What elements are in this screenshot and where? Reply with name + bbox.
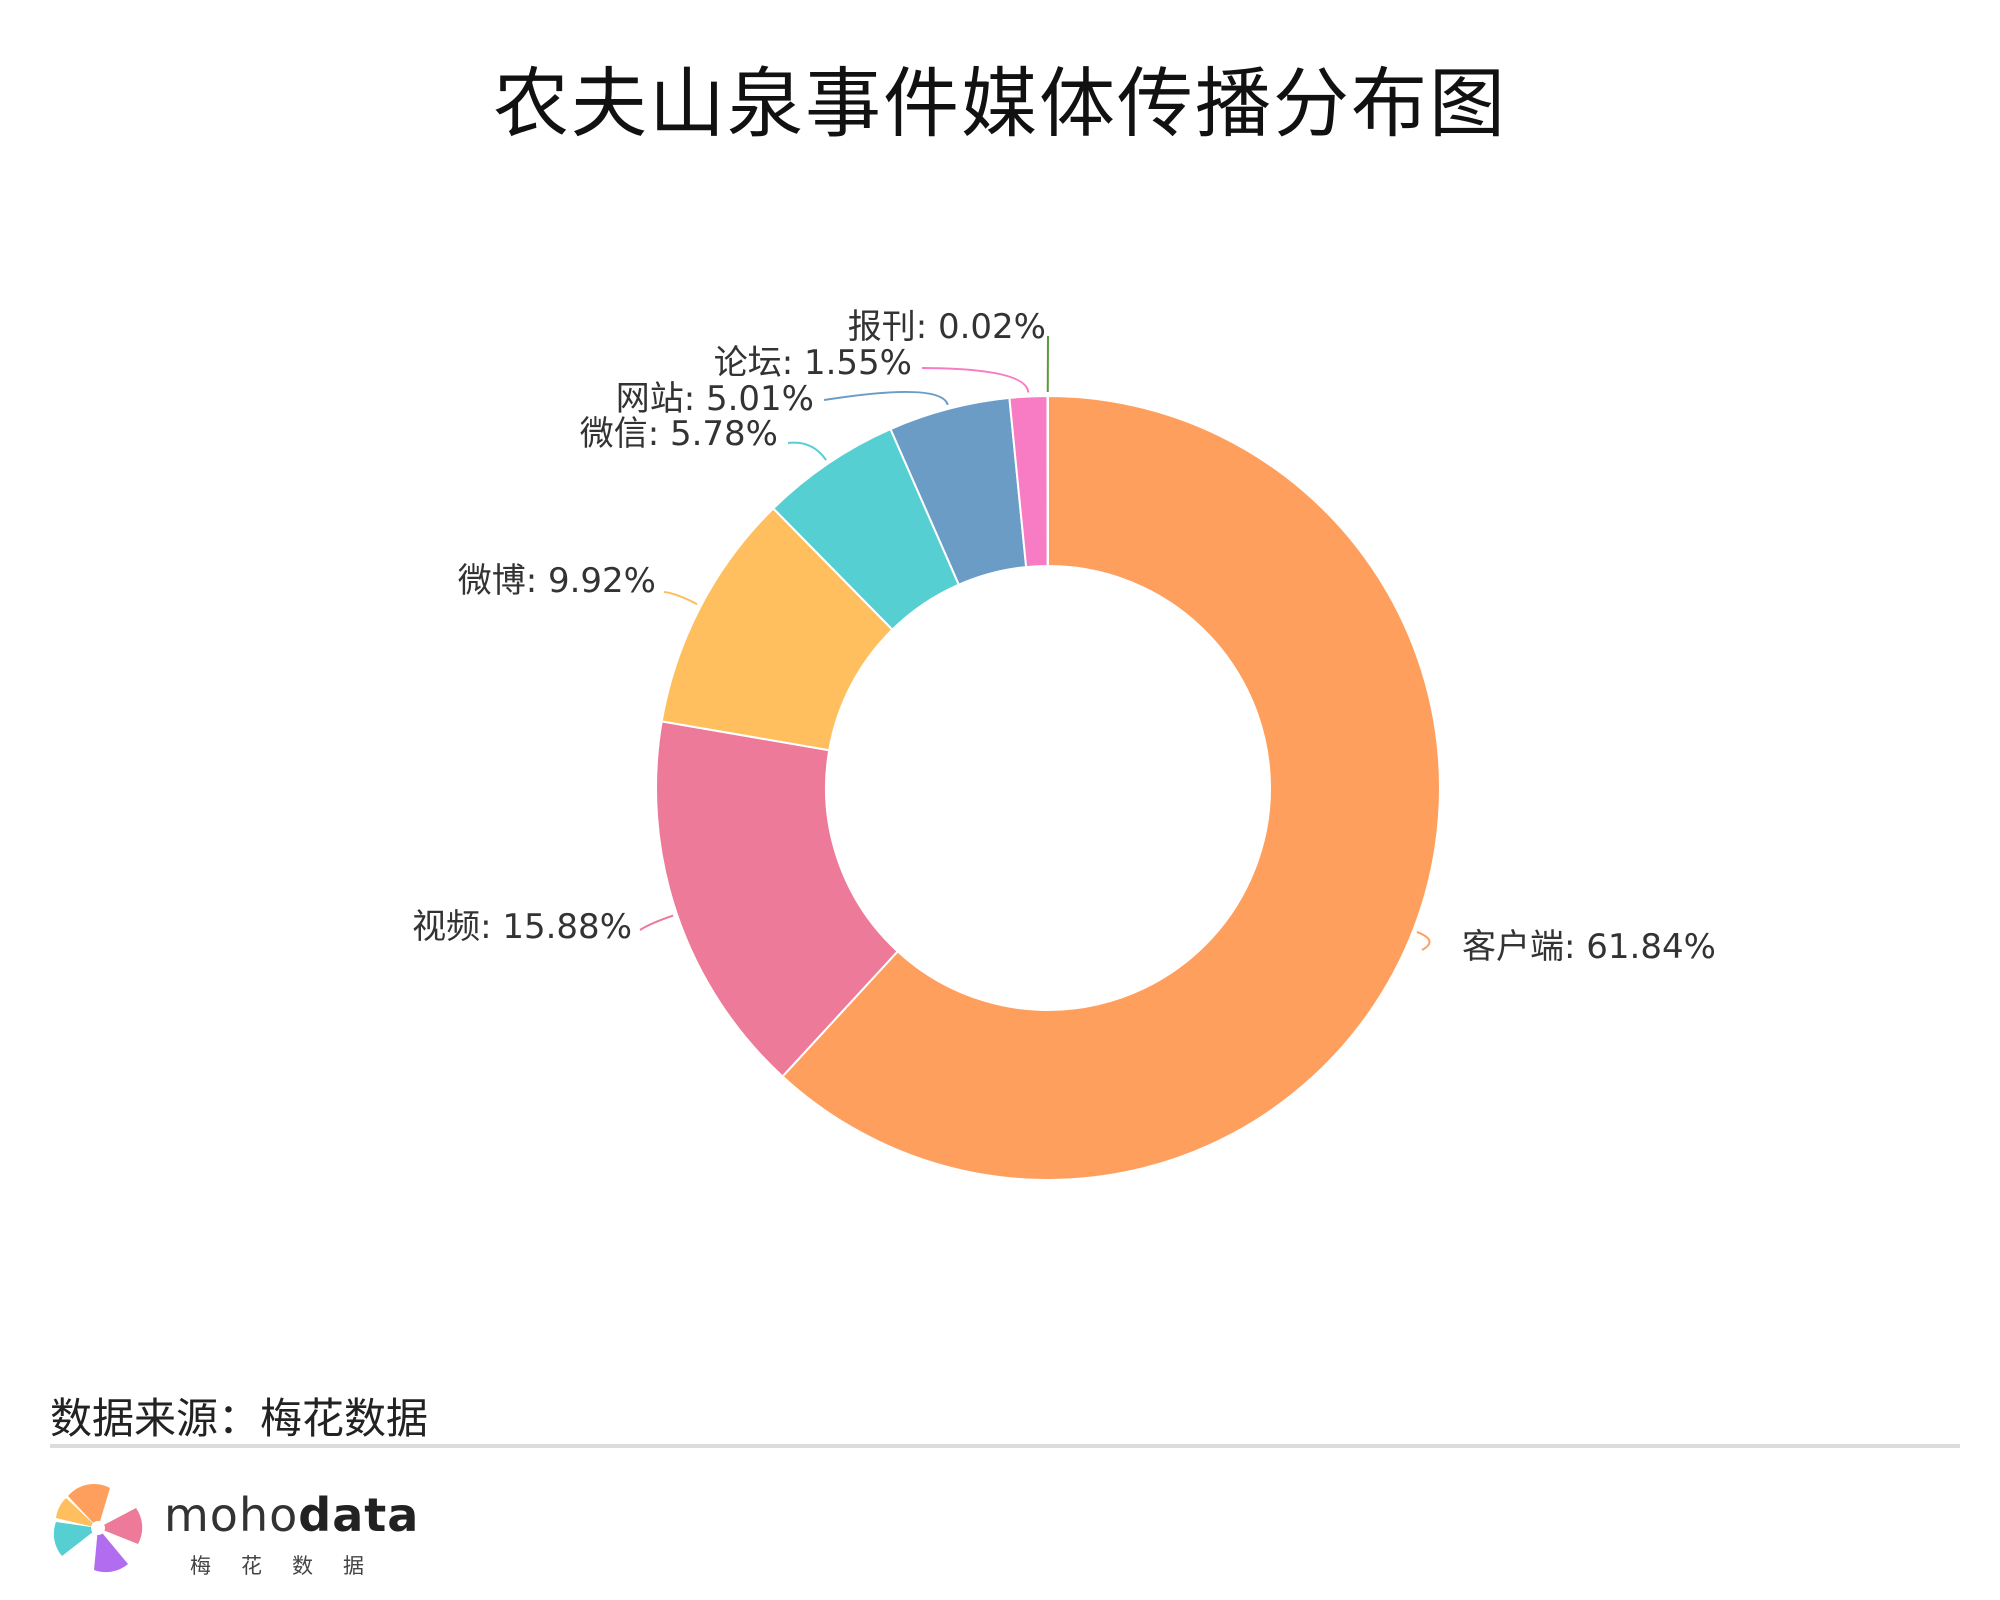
slices-layer — [655, 394, 1441, 1181]
leader-line-视频 — [639, 914, 674, 931]
slice-label-网站: 网站: 5.01% — [616, 379, 814, 419]
leader-line-网站 — [823, 390, 949, 406]
leader-lines-layer — [639, 335, 1431, 951]
logo-wordmark: mohodata — [164, 1488, 419, 1542]
data-source-note: 数据来源：梅花数据 — [50, 1394, 429, 1443]
logo-word-bold: data — [298, 1488, 420, 1542]
leader-line-微信 — [787, 441, 827, 461]
slice-视频[interactable] — [655, 720, 900, 1078]
slice-label-微博: 微博: 9.92% — [458, 561, 656, 601]
slice-label-报刊: 报刊: 0.02% — [848, 307, 1046, 347]
labels-layer: 客户端: 61.84% 视频: 15.88% 微博: 9.92% 微信: 5.78%网… — [412, 307, 1716, 967]
pinwheel-logo-icon — [53, 1483, 143, 1573]
slice-客户端[interactable] — [781, 394, 1441, 1181]
mohodata-logo: mohodata 梅花数据 — [48, 1478, 448, 1588]
slice-label-微信: 微信: 5.78% — [580, 414, 778, 454]
logo-subtitle: 梅花数据 — [190, 1554, 394, 1578]
footer-divider — [50, 1444, 1960, 1448]
slice-label-客户端: 客户端: 61.84% — [1462, 927, 1716, 967]
chart-title: 农夫山泉事件媒体传播分布图 — [493, 59, 1507, 148]
leader-line-客户端 — [1416, 930, 1431, 951]
logo-word-light: moho — [164, 1488, 299, 1542]
slice-label-论坛: 论坛: 1.55% — [714, 343, 912, 383]
slice-label-视频: 视频: 15.88% — [412, 907, 632, 947]
leader-line-论坛 — [921, 367, 1030, 393]
leader-line-微博 — [663, 591, 698, 606]
